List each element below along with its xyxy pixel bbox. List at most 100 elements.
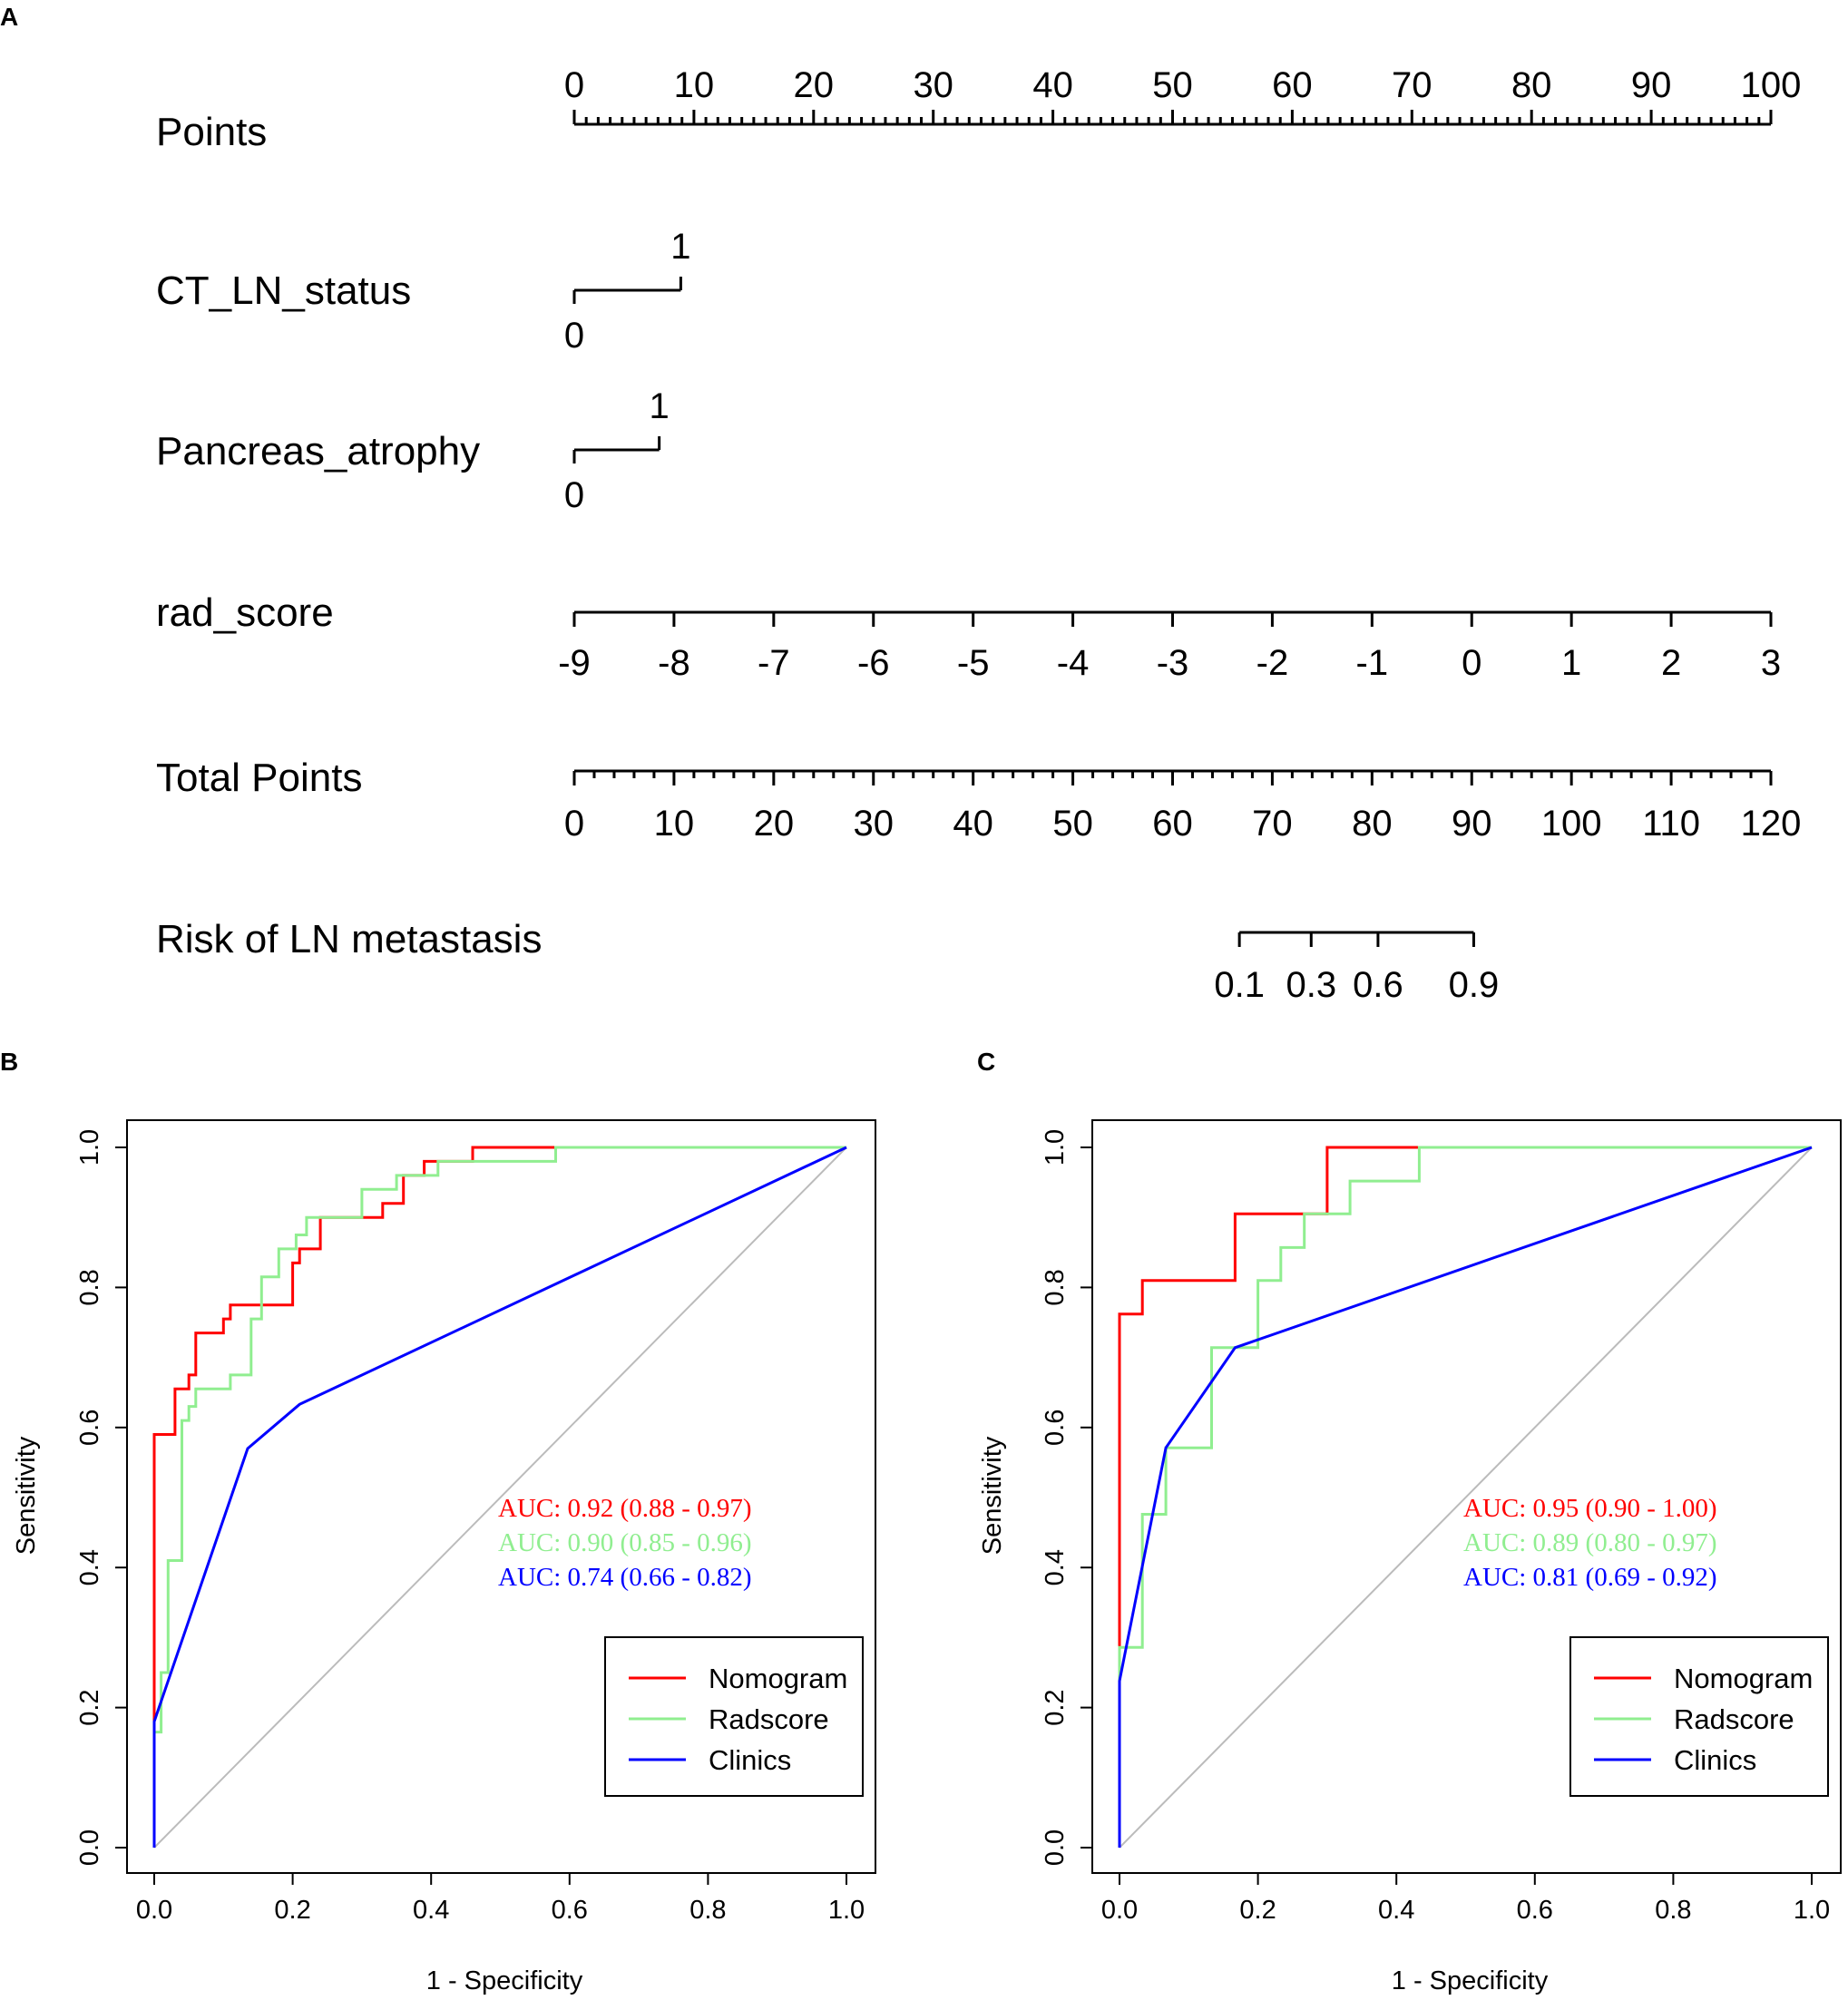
- y-tick-label: 0.0: [1041, 1829, 1070, 1866]
- total-points-tick-label: 30: [854, 804, 895, 844]
- rad-score-tick-label: 1: [1561, 643, 1581, 683]
- points-tick-label: 70: [1392, 65, 1432, 105]
- total-points-tick-label: 20: [754, 804, 795, 844]
- roc-curve-clinics: [1118, 1146, 1813, 1848]
- legend: Nomogram Radscore Clinics: [1569, 1636, 1829, 1797]
- nomogram-panel: Points CT_LN_status Pancreas_atrophy rad…: [156, 65, 1801, 1005]
- rad-score-tick-label: -9: [558, 643, 591, 683]
- roc-curve-radscore: [152, 1146, 846, 1848]
- total-points-tick-label: 0: [564, 804, 584, 844]
- pancreas-atrophy-scale: 01: [564, 386, 670, 515]
- auc-label-nomogram: AUC: 0.92 (0.88 - 0.97): [498, 1494, 752, 1523]
- x-tick-label: 1.0: [1794, 1896, 1830, 1925]
- y-tick-label: 0.8: [1041, 1269, 1070, 1305]
- reference-diagonal: [1119, 1146, 1813, 1849]
- x-tick-label: 0.2: [274, 1896, 310, 1925]
- points-tick-label: 10: [674, 65, 715, 105]
- row-label-rad-score: rad_score: [156, 590, 334, 635]
- y-tick-label: 0.0: [75, 1829, 104, 1866]
- points-tick-label: 80: [1511, 65, 1552, 105]
- x-tick-label: 0.6: [552, 1896, 588, 1925]
- rad-score-tick-label: -8: [658, 643, 690, 683]
- auc-label-radscore: AUC: 0.89 (0.80 - 0.97): [1463, 1528, 1717, 1557]
- pancreas-atrophy-level-label: 1: [650, 386, 670, 426]
- total-points-tick-label: 40: [953, 804, 993, 844]
- total-points-tick-label: 120: [1741, 804, 1802, 844]
- risk-tick-label: 0.3: [1286, 965, 1336, 1005]
- rad-score-tick-label: -3: [1157, 643, 1189, 683]
- auc-label-nomogram: AUC: 0.95 (0.90 - 1.00): [1463, 1494, 1717, 1523]
- plot-frame: [126, 1119, 876, 1874]
- x-tick-label: 0.2: [1239, 1896, 1276, 1925]
- auc-label-clinics: AUC: 0.81 (0.69 - 0.92): [1463, 1563, 1717, 1592]
- legend-label-nomogram: Nomogram: [1674, 1663, 1813, 1694]
- y-tick-label: 0.4: [75, 1549, 104, 1585]
- y-tick-label: 0.8: [75, 1269, 104, 1305]
- points-tick-label: 60: [1272, 65, 1313, 105]
- points-tick-label: 50: [1152, 65, 1193, 105]
- x-tick-label: 1.0: [828, 1896, 865, 1925]
- total-points-axis: 0 10 20 30 40 50 60 70 80 90 100 110 120: [564, 769, 1802, 844]
- rad-score-tick-label: -4: [1057, 643, 1090, 683]
- risk-tick-label: 0.6: [1353, 965, 1403, 1005]
- total-points-tick-label: 70: [1252, 804, 1293, 844]
- row-label-pancreas-atrophy: Pancreas_atrophy: [156, 429, 480, 473]
- plot-frame: [1091, 1119, 1842, 1874]
- legend-label-radscore: Radscore: [709, 1703, 829, 1735]
- rad-score-tick-label: -7: [758, 643, 790, 683]
- x-axis-label: 1 - Specificity: [1392, 1966, 1549, 1995]
- ct-ln-status-level-label: 1: [670, 227, 690, 267]
- x-tick-label: 0.0: [1101, 1896, 1138, 1925]
- y-tick-label: 0.2: [1041, 1689, 1070, 1725]
- total-points-tick-label: 80: [1352, 804, 1393, 844]
- points-axis: 0 10 20 30 40 50 60 70 80 90 100: [564, 65, 1801, 126]
- legend-label-nomogram: Nomogram: [709, 1663, 847, 1694]
- panel-label-a: A: [0, 3, 18, 31]
- ct-ln-status-scale: 01: [564, 227, 691, 356]
- y-tick-label: 0.4: [1041, 1549, 1070, 1585]
- pancreas-atrophy-level-label: 0: [564, 475, 584, 515]
- auc-label-radscore: AUC: 0.90 (0.85 - 0.96): [498, 1528, 752, 1557]
- x-tick-label: 0.8: [689, 1896, 726, 1925]
- legend-label-clinics: Clinics: [1674, 1744, 1756, 1776]
- rad-score-tick-label: -2: [1256, 643, 1289, 683]
- x-tick-label: 0.8: [1655, 1896, 1691, 1925]
- y-tick-label: 0.6: [75, 1410, 104, 1446]
- roc-panel-c: 0.0 0.0 0.2 0.2 0.4 0.4 0.6 0.6 0.8 0.8 1.0 1.0 1 -…: [978, 1119, 1842, 1995]
- total-points-tick-label: 110: [1642, 804, 1700, 844]
- total-points-tick-label: 50: [1052, 804, 1093, 844]
- y-tick-label: 0.2: [75, 1689, 104, 1725]
- points-tick-label: 20: [794, 65, 835, 105]
- total-points-tick-label: 10: [654, 804, 695, 844]
- legend-label-radscore: Radscore: [1674, 1703, 1794, 1735]
- x-tick-label: 0.4: [413, 1896, 449, 1925]
- points-tick-label: 40: [1032, 65, 1073, 105]
- y-axis-label: Sensitivity: [978, 1436, 1007, 1555]
- roc-curve-clinics: [152, 1146, 847, 1848]
- rad-score-tick-label: 3: [1761, 643, 1781, 683]
- points-tick-label: 90: [1631, 65, 1672, 105]
- panel-label-b: B: [0, 1048, 18, 1076]
- row-label-ct-ln-status: CT_LN_status: [156, 268, 411, 313]
- y-tick-label: 1.0: [75, 1129, 104, 1166]
- reference-diagonal: [153, 1146, 847, 1849]
- risk-tick-label: 0.1: [1214, 965, 1265, 1005]
- row-label-points: Points: [156, 110, 267, 154]
- y-tick-label: 0.6: [1041, 1410, 1070, 1446]
- points-tick-label: 30: [913, 65, 953, 105]
- roc-curve-radscore: [1118, 1146, 1812, 1848]
- x-tick-label: 0.4: [1378, 1896, 1414, 1925]
- total-points-tick-label: 100: [1541, 804, 1602, 844]
- x-axis-label: 1 - Specificity: [426, 1966, 583, 1995]
- risk-axis: 0.1 0.3 0.6 0.9: [1214, 931, 1500, 1005]
- panel-label-c: C: [977, 1048, 995, 1076]
- x-tick-label: 0.0: [136, 1896, 172, 1925]
- points-tick-label: 0: [564, 65, 584, 105]
- rad-score-tick-label: -1: [1356, 643, 1389, 683]
- row-label-risk: Risk of LN metastasis: [156, 917, 542, 961]
- roc-panel-b: 0.0 0.0 0.2 0.2 0.4 0.4 0.6 0.6 0.8 0.8 1.0 1.0 1 -…: [12, 1119, 876, 1995]
- rad-score-tick-label: 2: [1661, 643, 1681, 683]
- rad-score-tick-label: 0: [1462, 643, 1481, 683]
- risk-tick-label: 0.9: [1449, 965, 1500, 1005]
